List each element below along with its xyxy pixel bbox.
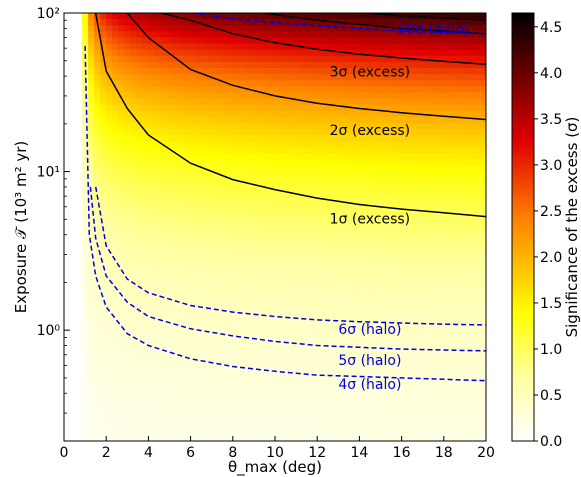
excess-contour-0 <box>94 13 486 218</box>
x-axis-ticks: 0 2 4 6 8 10 12 14 16 18 20 <box>60 436 495 461</box>
x-tick-label-1: 2 <box>102 445 111 461</box>
y-tick-label-0: 10⁰ <box>37 323 61 339</box>
contour-label-6: 50σ (halo) <box>397 22 469 38</box>
colorbar-tick-label-5: 2.5 <box>540 204 562 220</box>
halo-contour-0 <box>84 45 486 382</box>
colorbar-tick-label-8: 4.0 <box>540 66 562 82</box>
halo-contour-1 <box>89 186 486 352</box>
colorbar-tick-label-7: 3.5 <box>540 112 562 128</box>
colorbar-ticks: 0.0 0.5 1.0 1.5 2.0 2.5 3.0 3.5 4.0 4.5 <box>534 20 562 450</box>
colorbar <box>511 12 535 442</box>
colorbar-tick-label-6: 3.0 <box>540 158 562 174</box>
x-tick-label-2: 4 <box>144 445 153 461</box>
y-tick-label-1: 10¹ <box>37 165 60 181</box>
contour-label-2: 1σ (excess) <box>330 211 410 227</box>
y-tick-label-2: 10² <box>37 6 60 22</box>
x-tick-label-9: 18 <box>435 445 453 461</box>
colorbar-tick-label-4: 2.0 <box>540 250 562 266</box>
colorbar-tick-label-0: 0.0 <box>540 434 562 450</box>
excess-contour-2 <box>160 13 486 66</box>
contour-label-1: 2σ (excess) <box>330 123 410 139</box>
contour-labels: 3σ (excess) 2σ (excess) 1σ (excess) 6σ (hal… <box>330 22 470 393</box>
colorbar-tick-label-3: 1.5 <box>540 296 562 312</box>
colorbar-tick-label-1: 0.5 <box>540 388 562 404</box>
x-tick-label-4: 8 <box>228 445 237 461</box>
y-axis-ticks: 10⁰ 10¹ 10² <box>37 6 70 442</box>
halo-contour-2 <box>94 186 486 326</box>
excess-contour-1 <box>126 13 486 121</box>
contour-label-4: 5σ (halo) <box>338 353 401 369</box>
colorbar-tick-label-9: 4.5 <box>540 20 562 36</box>
heatmap-surface <box>64 13 486 441</box>
x-axis-label: θ_max (deg) <box>228 458 322 477</box>
x-tick-label-6: 12 <box>308 445 326 461</box>
x-tick-label-0: 0 <box>60 445 69 461</box>
contour-lines <box>84 13 486 382</box>
colorbar-label: Significance of the excess (σ) <box>563 117 581 338</box>
contour-label-5: 4σ (halo) <box>338 377 401 393</box>
colorbar-tick-label-2: 1.0 <box>540 342 562 358</box>
excess-contour-4 <box>365 13 486 22</box>
x-tick-label-10: 20 <box>477 445 495 461</box>
contour-label-0: 3σ (excess) <box>330 65 410 81</box>
y-axis-label: Exposure 𝒯 (10³ m² yr) <box>12 141 30 313</box>
x-tick-label-7: 14 <box>350 445 368 461</box>
excess-contour-3 <box>264 13 486 35</box>
contour-label-3: 6σ (halo) <box>338 322 401 338</box>
halo-contour-3 <box>190 13 486 35</box>
x-tick-label-3: 6 <box>186 445 195 461</box>
x-tick-label-5: 10 <box>266 445 284 461</box>
x-tick-label-8: 16 <box>393 445 411 461</box>
